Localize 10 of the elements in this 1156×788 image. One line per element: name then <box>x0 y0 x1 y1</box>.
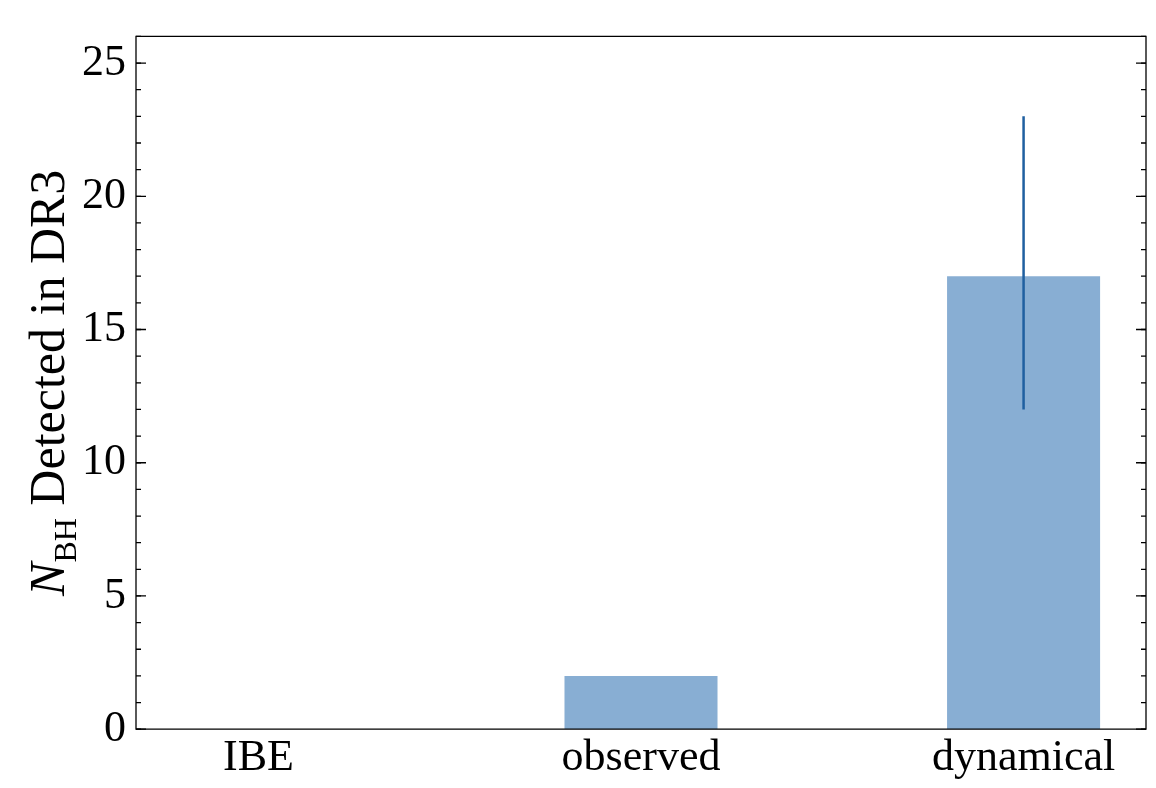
y-axis-title: NBH Detected in DR3 <box>19 169 83 597</box>
x-tick-label: dynamical <box>931 731 1116 781</box>
y-tick-label: 20 <box>82 168 126 218</box>
y-tick-label: 15 <box>82 302 126 352</box>
x-tick-label: observed <box>561 731 721 781</box>
y-tick-label: 5 <box>104 568 126 618</box>
y-tick-label: 0 <box>104 701 126 751</box>
x-tick-label: IBE <box>222 731 294 781</box>
y-tick-label: 10 <box>82 435 126 485</box>
y-tick-label: 25 <box>82 35 126 85</box>
